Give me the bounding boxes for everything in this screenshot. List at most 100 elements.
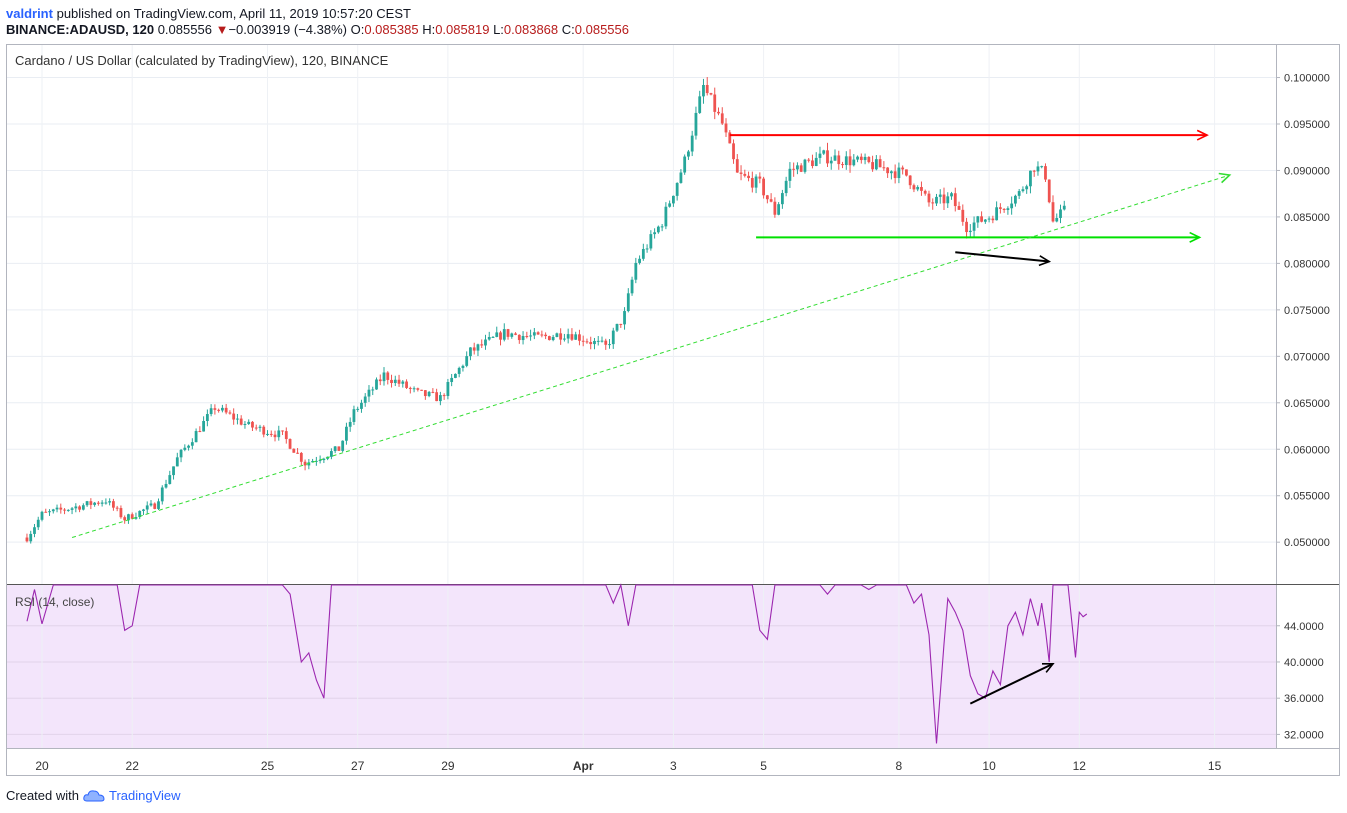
candle (243, 421, 247, 429)
candle-body (405, 381, 408, 388)
candle-body (213, 408, 217, 410)
candle (859, 153, 863, 164)
candle-body (247, 421, 251, 424)
candle-body (942, 194, 946, 204)
candle-body (262, 426, 266, 435)
candle (728, 130, 732, 144)
time-tick-label: 20 (35, 759, 49, 773)
candle-body (217, 409, 221, 411)
rsi-series[interactable] (26, 583, 1088, 744)
candle-body (807, 159, 811, 161)
candle-body (1029, 170, 1032, 187)
close-label: C: (561, 22, 575, 37)
candle-body (258, 426, 262, 428)
candle-body (754, 176, 758, 188)
candle (36, 516, 40, 531)
candle (412, 386, 416, 393)
candle (953, 187, 957, 212)
candle-body (574, 334, 578, 340)
candle (777, 202, 781, 216)
candle (705, 77, 709, 96)
candle-body (333, 446, 337, 452)
candle-body (130, 514, 134, 519)
price-axis[interactable]: 0.100000 0.095000 0.090000 0.085000 0.080000… (1276, 73, 1330, 550)
candle (1032, 169, 1036, 177)
candle-body (1025, 186, 1029, 190)
time-axis[interactable]: 20 22 25 27 29 Apr 3 5 8 10 12 15 (35, 759, 1221, 773)
candle (329, 448, 333, 460)
candle-body (236, 418, 239, 420)
candle (112, 498, 115, 511)
candle-body (938, 194, 942, 197)
tradingview-link[interactable]: TradingView (108, 788, 181, 803)
candle-body (923, 190, 927, 194)
rsi-axis[interactable]: 44.0000 40.0000 36.0000 32.0000 (1276, 621, 1324, 742)
candle-body (70, 508, 74, 510)
candle-body (581, 340, 585, 342)
candle-body (341, 440, 345, 451)
candle (401, 380, 405, 388)
candle (44, 508, 48, 513)
price-divergence-line (955, 251, 1052, 267)
candle (863, 153, 867, 165)
candle-body (89, 501, 93, 505)
candle (221, 404, 224, 413)
author-link[interactable]: valdrint (6, 6, 53, 21)
candle (822, 149, 826, 156)
candle-body (792, 168, 796, 170)
candle (946, 192, 950, 208)
candle-body (85, 501, 89, 506)
drawings[interactable] (71, 129, 1232, 539)
candle-body (296, 452, 299, 454)
candle-body (788, 168, 792, 181)
candle (675, 182, 679, 201)
candle-body (491, 336, 495, 338)
candle-body (946, 196, 950, 204)
candle-body (168, 475, 172, 484)
candle-body (593, 340, 596, 345)
candle-body (950, 193, 953, 197)
candle-body (641, 248, 645, 259)
candle (750, 171, 754, 193)
candlestick-series[interactable] (25, 77, 1066, 544)
candle-body (732, 143, 735, 160)
candle (217, 408, 221, 413)
candle-body (363, 396, 367, 403)
candle (1040, 165, 1044, 169)
candle-body (698, 96, 702, 113)
time-tick-label: 22 (126, 759, 140, 773)
candle (927, 190, 931, 207)
candle-body (401, 381, 405, 384)
grid (7, 45, 1276, 748)
candle (630, 276, 634, 296)
candle (484, 334, 487, 350)
candle (213, 404, 217, 415)
candle (450, 373, 454, 387)
candle-body (784, 180, 788, 194)
candle (938, 189, 942, 204)
candle-body (566, 334, 570, 339)
candle (1062, 200, 1066, 211)
candle (626, 288, 630, 313)
candle-body (66, 509, 70, 511)
candle-body (239, 418, 243, 425)
candle (968, 224, 972, 237)
candle-body (803, 159, 807, 172)
candle (882, 161, 886, 171)
candle (983, 219, 987, 224)
candle-body (773, 201, 777, 215)
time-tick-label: 29 (441, 759, 455, 773)
candle-body (281, 430, 284, 432)
candle-body (311, 460, 314, 463)
candle (792, 162, 796, 177)
candle (660, 224, 664, 232)
candle-body (559, 333, 563, 340)
candle-body (563, 338, 566, 340)
candle (292, 448, 296, 453)
candle-body (352, 409, 356, 422)
rsi-tick-label: 36.0000 (1284, 693, 1324, 705)
candle-body (927, 193, 931, 203)
candle (251, 421, 254, 432)
candle (611, 327, 615, 349)
